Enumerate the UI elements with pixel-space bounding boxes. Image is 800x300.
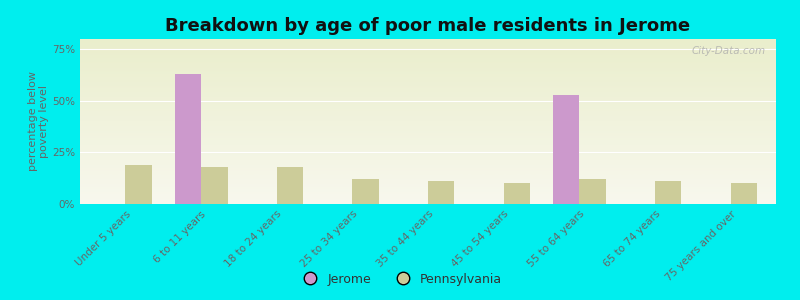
- Text: City-Data.com: City-Data.com: [691, 46, 766, 56]
- Bar: [277, 167, 303, 204]
- Bar: [553, 95, 579, 204]
- Bar: [504, 183, 530, 204]
- Bar: [352, 179, 379, 204]
- Bar: [174, 74, 201, 204]
- Bar: [730, 183, 757, 204]
- Title: Breakdown by age of poor male residents in Jerome: Breakdown by age of poor male residents …: [166, 17, 690, 35]
- Bar: [655, 181, 682, 204]
- Bar: [579, 179, 606, 204]
- Bar: [126, 165, 152, 204]
- Bar: [201, 167, 227, 204]
- Bar: [428, 181, 454, 204]
- Legend: Jerome, Pennsylvania: Jerome, Pennsylvania: [293, 268, 507, 291]
- Y-axis label: percentage below
poverty level: percentage below poverty level: [28, 71, 50, 172]
